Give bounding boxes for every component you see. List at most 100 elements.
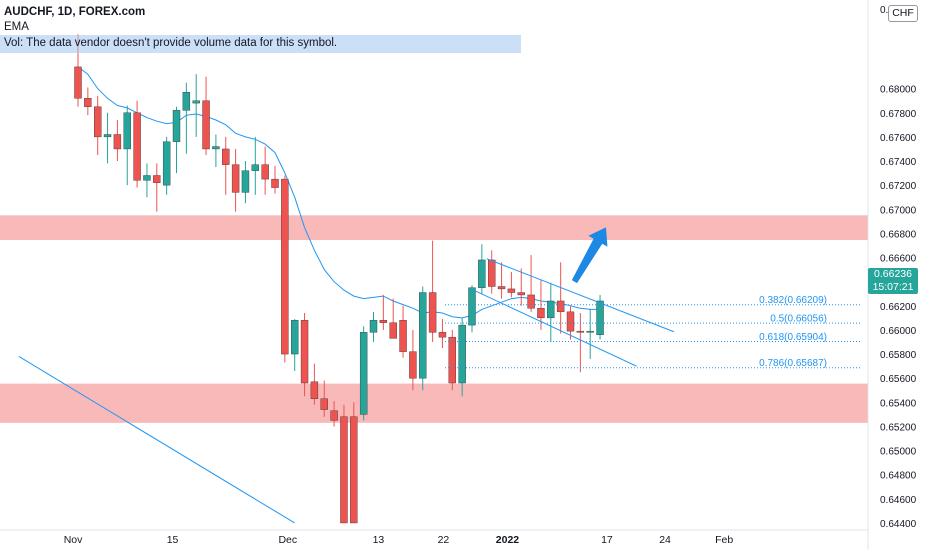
candle-body (340, 416, 348, 524)
candle (428, 240, 437, 342)
candle-body (133, 112, 141, 181)
candle-body (507, 288, 516, 293)
y-tick-label: 0.65600 (880, 374, 917, 385)
candle-body (74, 66, 82, 99)
y-tick-label: 0.66000 (880, 326, 917, 337)
candle-body (566, 311, 575, 332)
chart-legend: AUDCHF, 1D, FOREX.com EMA Vol: The data … (0, 5, 522, 53)
candle (419, 286, 427, 391)
candle (389, 298, 397, 339)
candle (123, 105, 131, 186)
x-tick-label: Dec (278, 534, 297, 546)
candle-body (143, 175, 151, 181)
candle (566, 305, 575, 340)
candle-body (271, 178, 279, 188)
candle-body (241, 170, 250, 193)
candle (527, 255, 535, 312)
y-tick-label: 0.67000 (880, 205, 917, 216)
y-tick-label: 0.65400 (880, 398, 917, 409)
candle-body (478, 259, 486, 288)
y-tick-label: 0.66200 (880, 302, 917, 313)
candle (369, 311, 378, 342)
candle (379, 294, 388, 330)
candle (133, 100, 141, 188)
candle (291, 319, 299, 371)
y-tick-label: 0.64800 (880, 471, 917, 482)
candle-body (162, 141, 171, 186)
y-tick-label: 0.67800 (880, 109, 917, 120)
fib-level-label: 0.382(0.66209) (759, 295, 827, 306)
zones-layer (0, 215, 868, 423)
ema-label[interactable]: EMA (4, 21, 29, 33)
y-tick-label: 0.65800 (880, 350, 917, 361)
candle-body (113, 134, 122, 150)
candle-body (556, 300, 565, 313)
candle-body (251, 164, 260, 171)
candle (231, 148, 240, 212)
zone-rect (0, 383, 868, 423)
candle (576, 313, 585, 373)
candle (261, 146, 269, 195)
candle (586, 309, 594, 359)
x-tick-label: Nov (64, 534, 83, 546)
candle-body (438, 332, 447, 338)
candle-body (231, 164, 240, 193)
arrow-shape (571, 227, 608, 284)
trend-line (470, 288, 637, 367)
trend-line (486, 258, 675, 333)
candle (172, 106, 181, 174)
candle (192, 74, 200, 137)
candle (93, 95, 102, 155)
candle (251, 136, 260, 195)
fib-level-label: 0.618(0.65904) (759, 332, 827, 343)
candle (488, 250, 496, 294)
candle (222, 136, 230, 195)
candle-body (202, 100, 210, 150)
candle-body (576, 330, 585, 333)
candle (556, 262, 565, 334)
candle (162, 136, 171, 195)
candle-body (103, 134, 112, 138)
candle (458, 317, 466, 397)
candle (271, 165, 279, 194)
candle-body (488, 259, 496, 287)
candle-body (409, 351, 417, 379)
candle (350, 402, 358, 524)
y-tick-label: 0.66600 (880, 254, 917, 265)
ema-line (77, 66, 600, 319)
candle (310, 363, 319, 405)
candle-body (153, 175, 161, 183)
candle (359, 326, 368, 421)
last-price-tag: 0.66236 15:07:21 (868, 268, 918, 294)
candle (596, 294, 604, 340)
candle (143, 163, 151, 198)
candle (182, 82, 191, 154)
candle-body (320, 398, 328, 410)
candle (113, 119, 122, 162)
y-tick-label: 0.67400 (880, 157, 917, 168)
candles-layer (74, 34, 604, 524)
candle (330, 401, 338, 427)
candle-body (123, 112, 131, 150)
candle (153, 163, 161, 212)
candle (320, 380, 328, 417)
fib-level-label: 0.786(0.65687) (759, 358, 827, 369)
candle-body (310, 381, 319, 399)
currency-badge[interactable]: CHF (888, 5, 918, 22)
candle (517, 268, 525, 306)
candle-body (537, 308, 545, 319)
y-tick-label: 0.66800 (880, 229, 917, 240)
symbol-title[interactable]: AUDCHF, 1D, FOREX.com (4, 6, 146, 18)
candle-body (182, 92, 191, 111)
candle (468, 285, 476, 333)
candle-body (468, 287, 476, 326)
candle (497, 262, 506, 299)
candle-body (586, 330, 594, 333)
candle-body (84, 98, 92, 107)
x-tick-label: 17 (601, 534, 613, 546)
candle-body (281, 178, 289, 355)
candle (547, 282, 555, 342)
candle-body (596, 300, 604, 335)
